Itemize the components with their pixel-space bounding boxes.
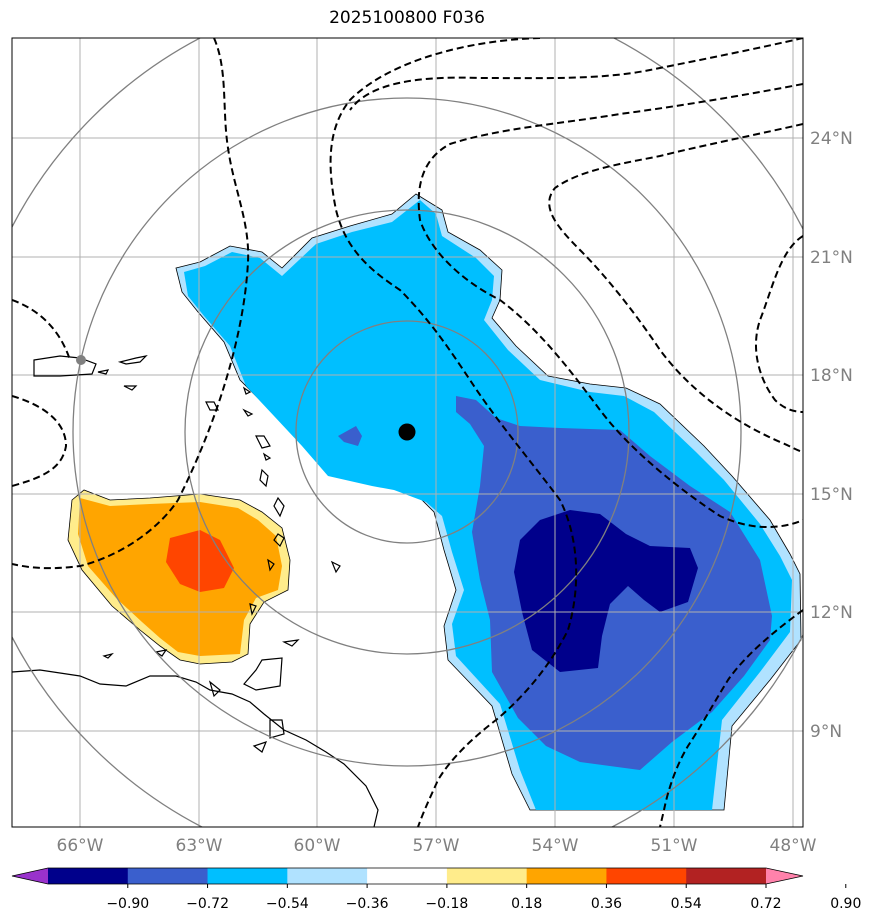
contour-line [548, 123, 803, 453]
island-coast [252, 741, 268, 753]
colorbar-extension-low [12, 868, 48, 884]
south-america-coast [12, 669, 379, 827]
colorbar-segment [367, 868, 448, 884]
map-title: 2025100800 F036 [329, 8, 485, 28]
island-coast [249, 603, 257, 616]
map-content [12, 38, 803, 827]
contour-line [659, 609, 803, 827]
island-coast [330, 560, 341, 574]
lon-tick-label: 57°W [413, 836, 460, 856]
colorbar-tick-label: 0.36 [591, 896, 622, 912]
lat-tick-label: 15°N [810, 485, 853, 505]
island-coast [123, 385, 138, 391]
island-coast [97, 369, 110, 375]
island-coast [273, 533, 285, 548]
lon-tick-label: 48°W [770, 836, 817, 856]
graticule [12, 38, 803, 827]
coastlines [12, 355, 379, 827]
lat-tick-label: 21°N [810, 248, 853, 268]
colorbar-segment [686, 868, 767, 884]
colorbar-segments [12, 868, 803, 884]
contour-line [12, 38, 250, 570]
island-coast [242, 408, 254, 417]
island-coast [205, 401, 219, 411]
colorbar-segment [48, 868, 129, 884]
colorbar-tick-label: −0.72 [186, 896, 229, 912]
island-coast [117, 355, 148, 365]
colorbar-segment [606, 868, 687, 884]
colorbar-segment [526, 868, 607, 884]
puerto-rico-coast [33, 355, 97, 377]
fill-dark-blue [514, 510, 698, 672]
island-coast [208, 680, 221, 698]
colorbar-extension-high [766, 868, 803, 884]
contour-line [754, 235, 803, 413]
island-coast [267, 558, 275, 572]
island-coast [282, 639, 300, 647]
map-frame [11, 37, 804, 828]
island-coast [255, 435, 271, 449]
colorbar-tick-labels: −0.90 −0.72 −0.54 −0.36 −0.18 0.18 0.36 0.54 0.7… [106, 884, 861, 912]
island-coast [243, 657, 283, 691]
dashed-contours [12, 38, 803, 827]
range-rings [12, 38, 803, 827]
contour-line [417, 83, 803, 528]
colorbar-tick-label: −0.18 [425, 896, 468, 912]
fill-royal-blue-small [338, 426, 362, 446]
lon-tick-label: 54°W [532, 836, 579, 856]
contour-line [329, 38, 578, 827]
colorbar-tick-label: 0.18 [511, 896, 542, 912]
island-coast [262, 452, 272, 461]
colorbar: −0.90 −0.72 −0.54 −0.36 −0.18 0.18 0.36 0.54 0.7… [11, 867, 861, 912]
colorbar-tick-label: 0.90 [830, 896, 861, 912]
lat-tick-label: 12°N [810, 603, 853, 623]
lat-tick-label: 9°N [810, 722, 842, 742]
positive-anomaly-fill [67, 489, 291, 665]
lon-tick-label: 66°W [57, 836, 104, 856]
lat-tick-label: 24°N [810, 129, 853, 149]
colorbar-segment [446, 868, 528, 884]
negative-anomaly-fill [175, 193, 802, 811]
range-ring [184, 209, 630, 655]
island-coast [259, 468, 269, 488]
contour-line [349, 38, 803, 111]
island-coast [269, 719, 285, 739]
lon-tick-label: 60°W [294, 836, 341, 856]
lon-tick-label: 63°W [176, 836, 223, 856]
colorbar-tick-label: −0.36 [346, 896, 389, 912]
range-ring [72, 97, 742, 767]
colorbar-tick-label: −0.90 [106, 896, 149, 912]
contour-line [12, 395, 68, 487]
colorbar-tick-label: −0.54 [266, 896, 309, 912]
island-coast [273, 496, 285, 518]
latitude-labels: 24°N 21°N 18°N 15°N 12°N 9°N [810, 129, 853, 742]
colorbar-outline [11, 867, 804, 885]
storm-center-marker [398, 423, 416, 441]
colorbar-segment [127, 868, 209, 884]
colorbar-segment [287, 868, 368, 884]
island-coast [154, 649, 168, 657]
lat-tick-label: 18°N [810, 366, 853, 386]
contour-line [12, 299, 71, 361]
colorbar-tick-label: 0.72 [750, 896, 781, 912]
island-coast [102, 652, 114, 659]
lon-tick-label: 51°W [651, 836, 698, 856]
island-coast [242, 386, 252, 395]
colorbar-segment [207, 868, 288, 884]
longitude-labels: 66°W 63°W 60°W 57°W 54°W 51°W 48°W [57, 836, 817, 856]
range-ring [295, 320, 519, 544]
reference-point-marker [76, 355, 86, 365]
colorbar-tick-label: 0.54 [671, 896, 702, 912]
fill-red-orange [166, 530, 234, 592]
